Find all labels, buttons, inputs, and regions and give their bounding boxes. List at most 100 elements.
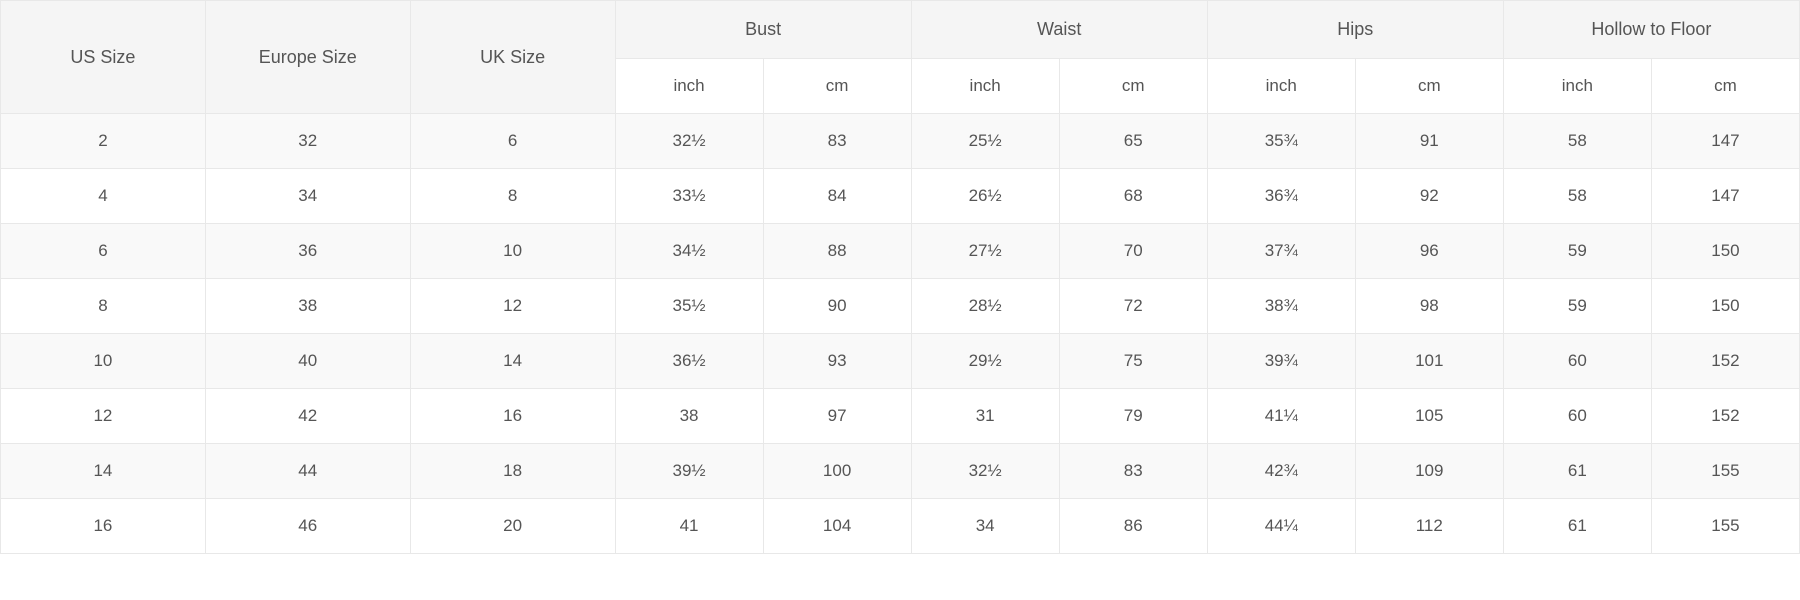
cell-bust-in: 36½	[615, 334, 763, 389]
cell-htf-cm: 152	[1651, 334, 1799, 389]
cell-hips-cm: 109	[1355, 444, 1503, 499]
table-row: 16 46 20 41 104 34 86 44¼ 112 61 155	[1, 499, 1800, 554]
cell-hips-in: 37¾	[1207, 224, 1355, 279]
cell-hips-cm: 96	[1355, 224, 1503, 279]
cell-us: 14	[1, 444, 206, 499]
cell-us: 4	[1, 169, 206, 224]
cell-htf-in: 60	[1503, 389, 1651, 444]
cell-waist-cm: 68	[1059, 169, 1207, 224]
cell-uk: 10	[410, 224, 615, 279]
table-row: 10 40 14 36½ 93 29½ 75 39¾ 101 60 152	[1, 334, 1800, 389]
cell-waist-in: 29½	[911, 334, 1059, 389]
cell-waist-in: 32½	[911, 444, 1059, 499]
table-row: 8 38 12 35½ 90 28½ 72 38¾ 98 59 150	[1, 279, 1800, 334]
table-body: 2 32 6 32½ 83 25½ 65 35¾ 91 58 147 4 34 …	[1, 114, 1800, 554]
table-row: 12 42 16 38 97 31 79 41¼ 105 60 152	[1, 389, 1800, 444]
unit-hips-cm: cm	[1355, 59, 1503, 114]
cell-eu: 44	[205, 444, 410, 499]
table-row: 6 36 10 34½ 88 27½ 70 37¾ 96 59 150	[1, 224, 1800, 279]
cell-waist-cm: 70	[1059, 224, 1207, 279]
cell-waist-cm: 72	[1059, 279, 1207, 334]
cell-uk: 8	[410, 169, 615, 224]
cell-waist-cm: 75	[1059, 334, 1207, 389]
cell-waist-in: 28½	[911, 279, 1059, 334]
cell-hips-cm: 91	[1355, 114, 1503, 169]
cell-htf-cm: 155	[1651, 499, 1799, 554]
cell-waist-in: 34	[911, 499, 1059, 554]
cell-us: 8	[1, 279, 206, 334]
unit-waist-inch: inch	[911, 59, 1059, 114]
cell-hips-cm: 105	[1355, 389, 1503, 444]
cell-bust-cm: 88	[763, 224, 911, 279]
cell-htf-in: 61	[1503, 499, 1651, 554]
cell-bust-in: 34½	[615, 224, 763, 279]
cell-eu: 38	[205, 279, 410, 334]
col-uk-size: UK Size	[410, 1, 615, 114]
cell-waist-cm: 65	[1059, 114, 1207, 169]
cell-bust-cm: 93	[763, 334, 911, 389]
cell-waist-in: 31	[911, 389, 1059, 444]
col-waist: Waist	[911, 1, 1207, 59]
cell-bust-cm: 83	[763, 114, 911, 169]
cell-bust-in: 32½	[615, 114, 763, 169]
cell-waist-cm: 79	[1059, 389, 1207, 444]
unit-htf-inch: inch	[1503, 59, 1651, 114]
cell-waist-cm: 83	[1059, 444, 1207, 499]
cell-hips-in: 42¾	[1207, 444, 1355, 499]
cell-eu: 36	[205, 224, 410, 279]
cell-hips-in: 44¼	[1207, 499, 1355, 554]
cell-eu: 40	[205, 334, 410, 389]
size-chart-table: US Size Europe Size UK Size Bust Waist H…	[0, 0, 1800, 554]
unit-hips-inch: inch	[1207, 59, 1355, 114]
cell-us: 2	[1, 114, 206, 169]
cell-bust-in: 39½	[615, 444, 763, 499]
cell-htf-in: 60	[1503, 334, 1651, 389]
cell-us: 10	[1, 334, 206, 389]
cell-htf-cm: 150	[1651, 224, 1799, 279]
col-europe-size: Europe Size	[205, 1, 410, 114]
cell-bust-in: 33½	[615, 169, 763, 224]
cell-eu: 32	[205, 114, 410, 169]
cell-us: 16	[1, 499, 206, 554]
cell-bust-in: 38	[615, 389, 763, 444]
cell-hips-cm: 92	[1355, 169, 1503, 224]
table-row: 14 44 18 39½ 100 32½ 83 42¾ 109 61 155	[1, 444, 1800, 499]
cell-bust-cm: 100	[763, 444, 911, 499]
unit-htf-cm: cm	[1651, 59, 1799, 114]
cell-hips-cm: 98	[1355, 279, 1503, 334]
cell-htf-cm: 152	[1651, 389, 1799, 444]
cell-eu: 34	[205, 169, 410, 224]
cell-us: 6	[1, 224, 206, 279]
cell-htf-in: 59	[1503, 279, 1651, 334]
unit-bust-inch: inch	[615, 59, 763, 114]
cell-waist-in: 27½	[911, 224, 1059, 279]
cell-uk: 6	[410, 114, 615, 169]
cell-htf-in: 59	[1503, 224, 1651, 279]
cell-uk: 14	[410, 334, 615, 389]
cell-hips-in: 41¼	[1207, 389, 1355, 444]
cell-htf-cm: 147	[1651, 114, 1799, 169]
col-bust: Bust	[615, 1, 911, 59]
cell-hips-in: 39¾	[1207, 334, 1355, 389]
cell-uk: 20	[410, 499, 615, 554]
cell-us: 12	[1, 389, 206, 444]
cell-eu: 42	[205, 389, 410, 444]
cell-bust-in: 35½	[615, 279, 763, 334]
cell-htf-cm: 150	[1651, 279, 1799, 334]
cell-waist-in: 25½	[911, 114, 1059, 169]
cell-uk: 12	[410, 279, 615, 334]
cell-bust-cm: 84	[763, 169, 911, 224]
cell-htf-in: 61	[1503, 444, 1651, 499]
cell-bust-cm: 90	[763, 279, 911, 334]
cell-hips-in: 38¾	[1207, 279, 1355, 334]
cell-uk: 18	[410, 444, 615, 499]
col-hollow-to-floor: Hollow to Floor	[1503, 1, 1799, 59]
cell-htf-in: 58	[1503, 169, 1651, 224]
cell-hips-cm: 112	[1355, 499, 1503, 554]
cell-htf-cm: 155	[1651, 444, 1799, 499]
cell-eu: 46	[205, 499, 410, 554]
cell-uk: 16	[410, 389, 615, 444]
cell-bust-cm: 104	[763, 499, 911, 554]
table-row: 2 32 6 32½ 83 25½ 65 35¾ 91 58 147	[1, 114, 1800, 169]
cell-htf-in: 58	[1503, 114, 1651, 169]
